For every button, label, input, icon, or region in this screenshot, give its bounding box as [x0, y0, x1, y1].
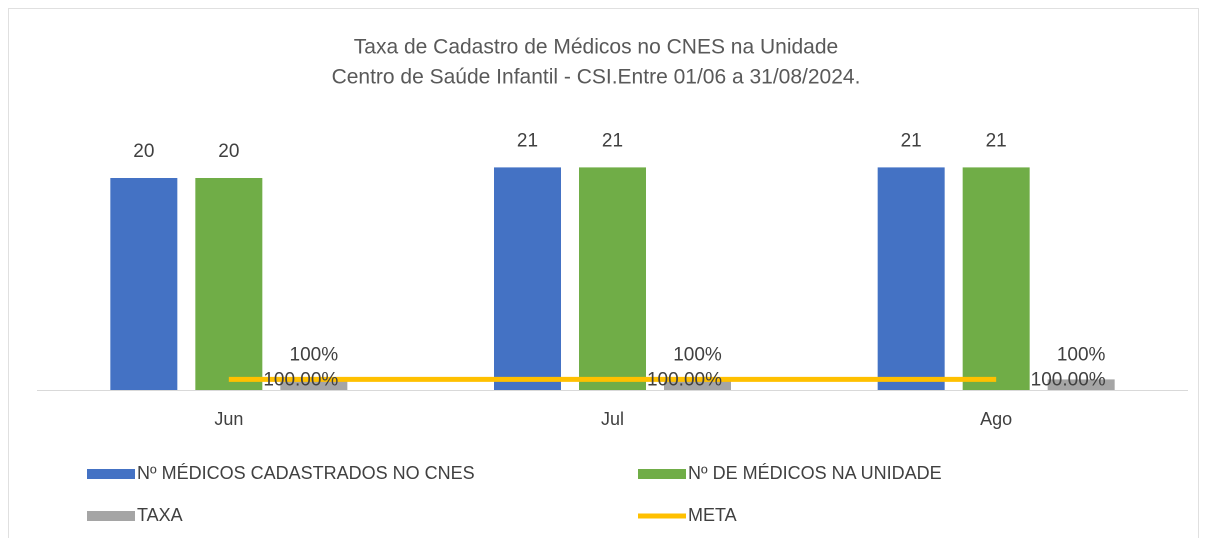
legend-label: Nº MÉDICOS CADASTRADOS NO CNES [137, 463, 475, 483]
data-label: 20 [218, 141, 239, 162]
data-label: 100% [290, 344, 339, 365]
legend-label: Nº DE MÉDICOS NA UNIDADE [688, 463, 942, 483]
data-label: 100.00% [263, 369, 338, 390]
legend-swatch [87, 511, 135, 521]
bar [280, 379, 348, 390]
bar [494, 167, 561, 390]
data-label: 20 [133, 141, 154, 162]
data-label: 21 [901, 130, 922, 151]
data-label: 100% [1057, 344, 1106, 365]
bar [1047, 379, 1115, 390]
x-tick-label: Ago [980, 409, 1012, 429]
bar [110, 178, 178, 390]
legend-swatch [87, 469, 135, 479]
chart-title: Centro de Saúde Infantil - CSI.Entre 01/… [332, 66, 861, 89]
bar [877, 167, 945, 390]
data-label: 100.00% [1031, 369, 1106, 390]
legend-swatch [638, 469, 686, 479]
bar [579, 167, 646, 390]
chart-border [8, 8, 1199, 538]
data-label: 100% [673, 344, 722, 365]
x-tick-label: Jun [214, 409, 243, 429]
data-label: 21 [602, 130, 623, 151]
data-label: 21 [517, 130, 538, 151]
chart-title: Taxa de Cadastro de Médicos no CNES na U… [354, 36, 838, 59]
bar [664, 379, 731, 390]
x-tick-label: Jul [601, 409, 624, 429]
bar [195, 178, 263, 390]
legend-label: META [688, 505, 737, 525]
data-label: 100.00% [647, 369, 722, 390]
bar [962, 167, 1030, 390]
legend-label: TAXA [137, 505, 183, 525]
data-label: 21 [986, 130, 1007, 151]
